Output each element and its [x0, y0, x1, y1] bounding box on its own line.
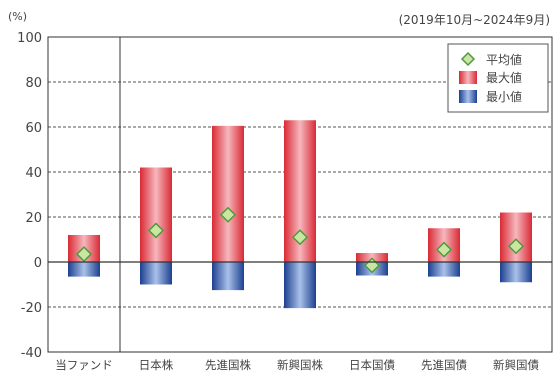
legend-marker-average [460, 51, 476, 67]
x-category-label: 当ファンド [55, 358, 113, 372]
y-tick-label: -20 [21, 301, 42, 316]
bar-min [212, 262, 244, 291]
average-marker [435, 241, 453, 258]
average-marker [219, 206, 237, 223]
y-tick-label: 20 [25, 211, 42, 226]
markers-layer [75, 206, 525, 274]
y-tick-label: 60 [25, 121, 42, 136]
bar-max [212, 125, 244, 262]
average-marker [147, 222, 165, 239]
y-tick-label: 80 [25, 76, 42, 91]
y-unit-label: (%) [8, 10, 27, 23]
legend: 平均値 最大値 最小値 [447, 43, 549, 113]
average-marker [291, 229, 309, 246]
bar-max [140, 167, 172, 262]
period-label: (2019年10月~2024年9月) [399, 13, 550, 27]
bar-min [284, 262, 316, 309]
average-marker [507, 238, 525, 255]
x-category-label: 日本株 [139, 358, 174, 372]
legend-label-min: 最小値 [486, 89, 522, 104]
legend-label-max: 最大値 [486, 70, 522, 85]
legend-swatch-max [459, 71, 477, 84]
bar-max [500, 212, 532, 262]
legend-label-average: 平均値 [486, 52, 522, 67]
axis-layer: -40 -20 0 20 40 60 80 100 当ファンド 日本株 先進国株 新興国株 日本国債 先進… [17, 31, 553, 372]
bar-min [500, 262, 532, 283]
bar-min [428, 262, 460, 277]
bar-min [68, 262, 100, 277]
average-marker [75, 246, 93, 263]
y-tick-label: -40 [21, 346, 42, 361]
legend-swatch-min [459, 90, 477, 103]
x-category-label: 先進国株 [205, 358, 251, 372]
x-category-label: 先進国債 [421, 358, 467, 372]
plot-frame [47, 36, 553, 353]
bars-layer [68, 120, 532, 309]
x-category-label: 新興国株 [277, 358, 323, 372]
y-tick-label: 0 [34, 256, 42, 271]
x-category-label: 新興国債 [493, 358, 539, 372]
x-category-label: 日本国債 [349, 358, 395, 372]
bar-min [140, 262, 172, 285]
y-tick-label: 40 [25, 166, 42, 181]
y-tick-label: 100 [17, 31, 42, 46]
